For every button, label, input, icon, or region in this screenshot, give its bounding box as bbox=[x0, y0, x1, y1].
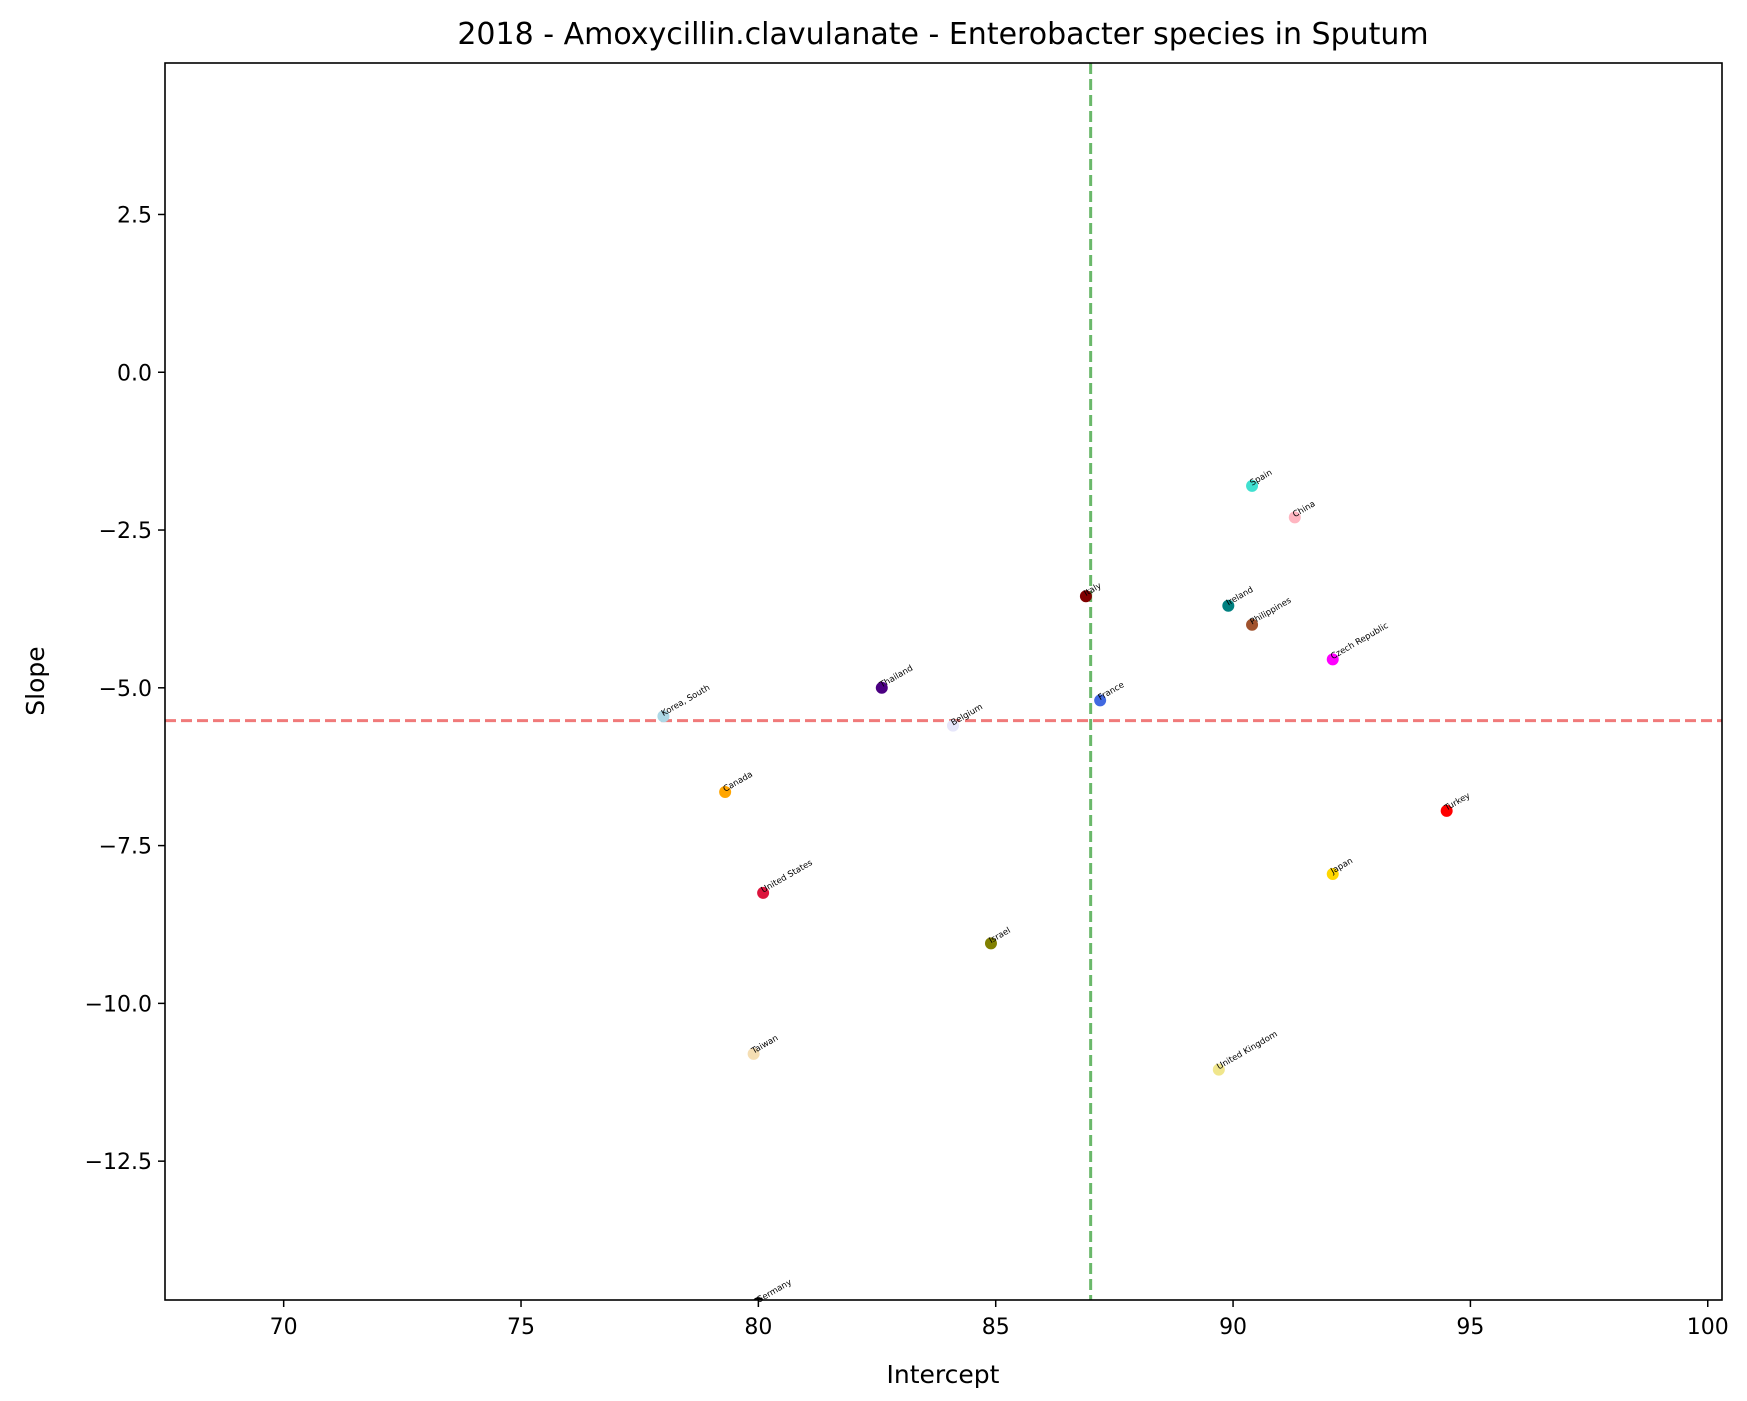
data-point bbox=[747, 1047, 760, 1060]
data-point bbox=[1440, 804, 1453, 817]
data-point bbox=[1246, 618, 1259, 631]
x-tick-label: 75 bbox=[507, 1315, 535, 1340]
data-point bbox=[1326, 867, 1339, 880]
data-point bbox=[1288, 511, 1301, 524]
data-point bbox=[757, 886, 770, 899]
x-tick-label: 85 bbox=[982, 1315, 1010, 1340]
y-tick-label: −12.5 bbox=[85, 1150, 152, 1175]
x-axis-label: Intercept bbox=[887, 1360, 1000, 1389]
x-tick-label: 100 bbox=[1687, 1315, 1729, 1340]
y-tick-label: −7.5 bbox=[99, 835, 152, 860]
data-point bbox=[1326, 653, 1339, 666]
data-point bbox=[875, 681, 888, 694]
x-tick-label: 90 bbox=[1219, 1315, 1247, 1340]
data-point bbox=[1094, 694, 1107, 707]
data-point bbox=[1079, 590, 1092, 603]
x-tick-label: 80 bbox=[744, 1315, 772, 1340]
data-point bbox=[657, 710, 670, 723]
reference-lines bbox=[165, 63, 1722, 1300]
y-axis-label: Slope bbox=[21, 646, 50, 715]
data-point bbox=[1212, 1063, 1225, 1076]
y-tick-label: 2.5 bbox=[117, 203, 152, 228]
chart-title: 2018 - Amoxycillin.clavulanate - Enterob… bbox=[457, 17, 1428, 52]
data-point bbox=[719, 785, 732, 798]
x-tick-label: 95 bbox=[1456, 1315, 1484, 1340]
y-tick-label: −2.5 bbox=[99, 519, 152, 544]
data-point bbox=[1246, 479, 1259, 492]
y-tick-label: −10.0 bbox=[85, 992, 152, 1017]
data-point bbox=[1222, 599, 1235, 612]
plot-frame bbox=[164, 62, 1723, 1301]
x-axis-ticks: 70 75 80 85 90 95 100 bbox=[270, 1300, 1729, 1340]
y-tick-label: −5.0 bbox=[99, 677, 152, 702]
data-point bbox=[946, 719, 959, 732]
x-tick-label: 70 bbox=[270, 1315, 298, 1340]
y-axis-ticks: 2.5 0.0 −2.5 −5.0 −7.5 −10.0 −12.5 bbox=[85, 203, 165, 1175]
y-tick-label: 0.0 bbox=[117, 361, 152, 386]
points-layer bbox=[657, 479, 1453, 1300]
data-point bbox=[984, 937, 997, 950]
